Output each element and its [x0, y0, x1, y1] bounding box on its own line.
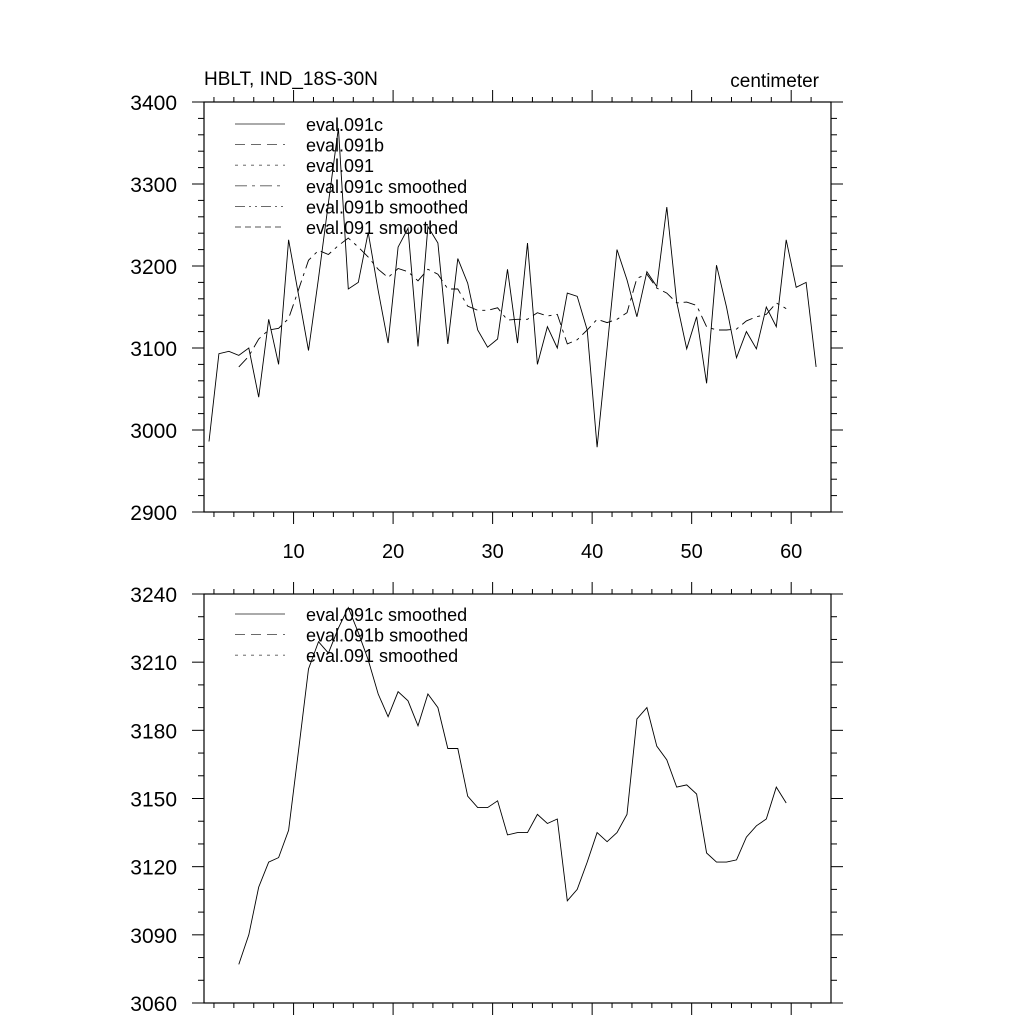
legend-label: eval.091b	[306, 136, 384, 156]
series-line-eval-091c-smoothed	[238, 237, 787, 368]
y-tick-label: 3300	[130, 174, 177, 197]
y-tick-label: 3200	[130, 256, 177, 279]
y-tick-label: 3180	[130, 720, 177, 743]
legend-label: eval.091c smoothed	[306, 605, 467, 625]
series-line-eval-091c	[208, 128, 817, 448]
x-tick-label: 50	[681, 541, 703, 563]
units-label: centimeter	[730, 71, 819, 92]
legend-label: eval.091 smoothed	[306, 646, 458, 666]
y-tick-label: 3000	[130, 420, 177, 443]
series-line-eval-091c-smoothed	[238, 606, 787, 965]
legend-label: eval.091	[306, 156, 374, 176]
y-tick-label: 2900	[130, 502, 177, 525]
plot-panel-1: 10 20 30 40 50 60 2900 3000 3100 3200 3300 3400 eval…	[130, 90, 843, 563]
x-tick-label: 30	[481, 541, 503, 563]
y-tick-label: 3210	[130, 652, 177, 675]
legend-label: eval.091b smoothed	[306, 197, 468, 217]
x-tick-label: 40	[581, 541, 603, 563]
legend-label: eval.091c	[306, 115, 383, 135]
plot-frame	[203, 101, 832, 513]
y-tick-label: 3400	[130, 92, 177, 115]
chart-title: HBLT, IND_18S-30N	[204, 69, 378, 90]
plot-panel-2: 3060 3090 3120 3150 3180 3210 3240 eval.091c sm…	[130, 582, 843, 1016]
x-tick-label: 10	[282, 541, 304, 563]
plot-frame	[203, 593, 832, 1004]
y-tick-label: 3150	[130, 789, 177, 812]
legend-label: eval.091b smoothed	[306, 626, 468, 646]
legend-label: eval.091 smoothed	[306, 218, 458, 238]
x-tick-label: 60	[780, 541, 802, 563]
y-tick-label: 3240	[130, 584, 177, 607]
y-tick-label: 3090	[130, 925, 177, 948]
y-tick-label: 3060	[130, 993, 177, 1016]
y-tick-label: 3100	[130, 338, 177, 361]
y-tick-label: 3120	[130, 857, 177, 880]
legend-label: eval.091c smoothed	[306, 177, 467, 197]
x-tick-label: 20	[382, 541, 404, 563]
